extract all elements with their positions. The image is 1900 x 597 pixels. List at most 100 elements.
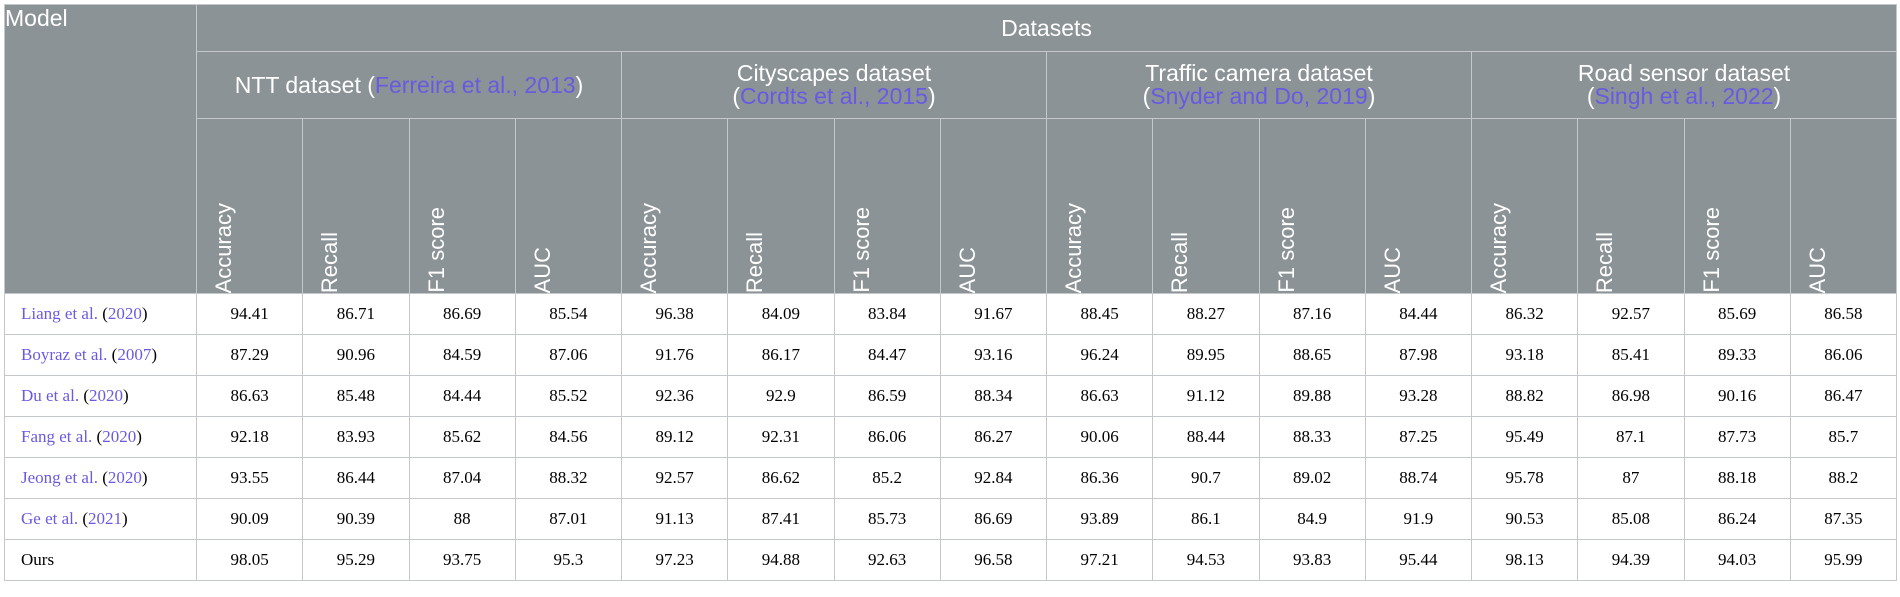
metric-value-cell: 88.27 [1152, 293, 1260, 335]
metric-value-cell: 84.9 [1258, 498, 1366, 540]
metric-value-cell: 94.03 [1683, 539, 1791, 581]
metric-value-cell: 87.35 [1789, 498, 1898, 540]
metric-value-cell: 85.48 [302, 375, 410, 417]
metric-value-cell: 88.34 [939, 375, 1048, 417]
metric-value-cell: 86.47 [1789, 375, 1898, 417]
metric-value-cell: 84.09 [727, 293, 835, 335]
metric-value-cell: 95.78 [1470, 457, 1579, 499]
metric-value-cell: 91.9 [1364, 498, 1473, 540]
table-row: Du et al. (2020) 86.63 85.48 84.44 85.52 92.3… [4, 375, 1898, 417]
metric-value-cell: 96.38 [620, 293, 729, 335]
metric-header-label: F1 score [1698, 207, 1724, 293]
model-citation-link[interactable]: Fang et al. [21, 427, 97, 446]
dataset-group-cityscapes: Cityscapes dataset (Cordts et al., 2015) [621, 51, 1047, 119]
metric-value-cell: 83.84 [833, 293, 941, 335]
model-citation-link[interactable]: Du et al. [21, 386, 84, 405]
metric-value-cell: 89.02 [1258, 457, 1366, 499]
metric-header-label: AUC [529, 246, 555, 293]
model-citation-year[interactable]: 2007 [117, 345, 152, 364]
metric-value-cell: 85.62 [408, 416, 516, 458]
metric-value-cell: 91.13 [620, 498, 729, 540]
model-citation-link[interactable]: Liang et al. [21, 304, 103, 323]
citation-link[interactable]: Snyder and Do, 2019 [1150, 83, 1368, 109]
metric-value-cell: 90.7 [1152, 457, 1260, 499]
metric-value-cell: 85.73 [833, 498, 941, 540]
model-citation-close: ) [151, 345, 157, 364]
metric-value-cell: 97.23 [620, 539, 729, 581]
metric-header-label: F1 score [423, 207, 449, 293]
results-table: Model Datasets NTT dataset (Ferreira et … [4, 4, 1898, 581]
metric-value-cell: 95.49 [1470, 416, 1579, 458]
metric-value-cell: 87.04 [408, 457, 516, 499]
model-citation-link[interactable]: Ge et al. [21, 509, 83, 528]
metric-header: Recall [727, 118, 835, 294]
citation-link[interactable]: Ferreira et al., 2013 [374, 71, 576, 98]
metric-header-label: Recall [1592, 231, 1618, 293]
model-column-header: Model [4, 4, 197, 294]
metric-value-cell: 85.54 [514, 293, 623, 335]
metric-value-cell: 86.27 [939, 416, 1048, 458]
metric-header: AUC [514, 118, 623, 294]
metric-value-cell: 86.1 [1152, 498, 1260, 540]
metric-value-cell: 97.21 [1045, 539, 1154, 581]
metric-value-cell: 87.29 [195, 334, 304, 376]
model-citation-link[interactable]: Jeong et al. [21, 468, 103, 487]
metric-value-cell: 86.58 [1789, 293, 1898, 335]
metric-value-cell: 85.52 [514, 375, 623, 417]
model-name-cell: Ge et al. (2021) [4, 498, 197, 540]
metric-header: AUC [1364, 118, 1473, 294]
metric-value-cell: 86.06 [833, 416, 941, 458]
metric-value-cell: 90.96 [302, 334, 410, 376]
model-name-cell: Fang et al. (2020) [4, 416, 197, 458]
metric-header: F1 score [833, 118, 941, 294]
model-citation-year[interactable]: 2020 [102, 427, 137, 446]
metric-value-cell: 85.69 [1683, 293, 1791, 335]
metric-header-label: Accuracy [1486, 202, 1511, 293]
metric-value-cell: 85.41 [1577, 334, 1685, 376]
metric-value-cell: 86.06 [1789, 334, 1898, 376]
table-header: Model Datasets NTT dataset (Ferreira et … [4, 4, 1898, 294]
metric-value-cell: 92.63 [833, 539, 941, 581]
metric-value-cell: 87.41 [727, 498, 835, 540]
metric-value-cell: 88.45 [1045, 293, 1154, 335]
table-row: Liang et al. (2020) 94.41 86.71 86.69 85.54 9… [4, 293, 1898, 335]
metric-value-cell: 85.7 [1789, 416, 1898, 458]
metric-value-cell: 87.1 [1577, 416, 1685, 458]
model-citation-year[interactable]: 2021 [88, 509, 123, 528]
metric-header-label: Recall [317, 231, 343, 293]
metric-value-cell: 90.16 [1683, 375, 1791, 417]
model-citation-link[interactable]: Boyraz et al. [21, 345, 112, 364]
metric-value-cell: 84.47 [833, 334, 941, 376]
metric-value-cell: 85.08 [1577, 498, 1685, 540]
model-citation-year[interactable]: 2020 [107, 468, 142, 487]
model-citation-close: ) [122, 509, 128, 528]
metric-value-cell: 92.57 [620, 457, 729, 499]
metric-value-cell: 90.39 [302, 498, 410, 540]
metric-value-cell: 93.16 [939, 334, 1048, 376]
dataset-group-road-sensor: Road sensor dataset (Singh et al., 2022) [1470, 51, 1898, 119]
metric-header: F1 score [1258, 118, 1366, 294]
metric-value-cell: 96.24 [1045, 334, 1154, 376]
metric-value-cell: 90.53 [1470, 498, 1579, 540]
metric-value-cell: 94.88 [727, 539, 835, 581]
metric-value-cell: 89.88 [1258, 375, 1366, 417]
metric-header-label: Recall [1167, 231, 1193, 293]
metric-header: Recall [302, 118, 410, 294]
model-name-cell: Boyraz et al. (2007) [4, 334, 197, 376]
metric-value-cell: 88.2 [1789, 457, 1898, 499]
metric-value-cell: 88.74 [1364, 457, 1473, 499]
metric-value-cell: 90.06 [1045, 416, 1154, 458]
metric-value-cell: 86.59 [833, 375, 941, 417]
metric-header: AUC [1789, 118, 1898, 294]
metric-value-cell: 87.25 [1364, 416, 1473, 458]
metric-header-label: F1 score [848, 207, 874, 293]
model-citation-year[interactable]: 2020 [89, 386, 123, 405]
metric-value-cell: 86.32 [1470, 293, 1579, 335]
metric-header-label: AUC [1379, 246, 1405, 293]
model-name-cell: Jeong et al. (2020) [4, 457, 197, 499]
citation-link[interactable]: Cordts et al., 2015 [740, 83, 928, 109]
model-citation-year[interactable]: 2020 [107, 304, 142, 323]
metric-value-cell: 84.59 [408, 334, 516, 376]
citation-link[interactable]: Singh et al., 2022 [1594, 83, 1774, 109]
metric-value-cell: 84.44 [408, 375, 516, 417]
